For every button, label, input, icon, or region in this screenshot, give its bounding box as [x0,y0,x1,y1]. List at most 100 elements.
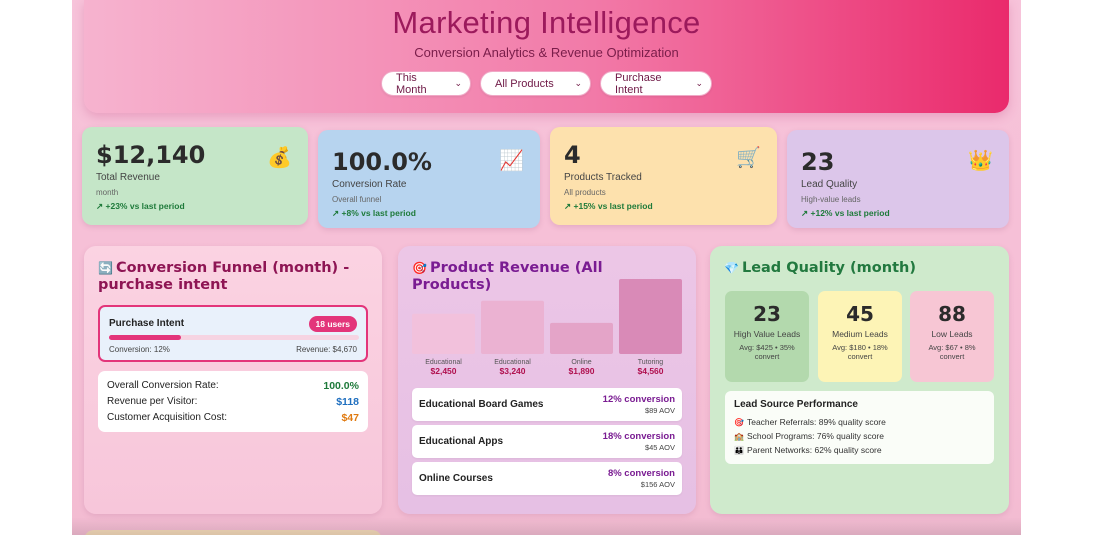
product-value: All Products [495,77,554,90]
bar-3[interactable] [619,279,682,354]
product-row[interactable]: Educational Apps 18% conversion $45 AOV [412,425,682,458]
product-name: Educational Board Games [419,399,544,410]
stage-progress-bar [109,335,359,340]
product-aov: $45 AOV [644,443,675,452]
product-revenue-panel: 🎯 Product Revenue (All Products) Educatio… [398,246,696,514]
source-item: 🏫 School Programs: 76% quality score [734,431,884,441]
kpi-value: 23 [801,148,835,176]
filter-bar: This Month ⌄ All Products ⌄ Purchase Int… [84,71,1009,96]
users-badge: 18 users [308,316,357,332]
chevron-down-icon: ⌄ [454,78,462,88]
conversion-funnel-panel: 🔄 Conversion Funnel (month) - purchase in… [84,246,382,514]
bar-category-label: Educational [425,359,462,366]
lead-detail: Avg: $67 • 8% convert [928,343,976,361]
metric-row: Overall Conversion Rate: 100.0% [107,378,359,394]
kpi-trend: ↗ +8% vs last period [332,208,416,218]
crown-icon: 👑 [968,150,993,172]
chevron-down-icon: ⌄ [695,78,703,88]
kpi-trend: ↗ +15% vs last period [564,201,653,211]
bar-chart-svg: Educational$2,450Educational$3,240Online… [412,279,682,376]
kpi-label: Products Tracked [564,172,642,183]
refresh-icon: 🔄 [98,261,113,275]
stage-name: Purchase Intent [109,318,185,329]
product-conversion: 12% conversion [602,394,675,405]
next-panel-peek [84,530,382,535]
page-subtitle: Conversion Analytics & Revenue Optimizat… [414,45,679,60]
time-range-select[interactable]: This Month ⌄ [381,71,471,96]
bar-category-label: Online [571,359,591,366]
time-range-value: This Month [396,71,427,96]
stage-conversion: Conversion: 12% [109,345,170,354]
kpi-value: 4 [564,141,581,169]
kpi-label: Conversion Rate [332,179,407,190]
kpi-sub: All products [564,188,606,197]
gem-icon: 💎 [724,261,739,275]
kpi-label: Total Revenue [96,172,160,183]
stage-progress-fill [109,335,181,340]
sources-title: Lead Source Performance [734,399,858,410]
money-bag-icon: 💰 [267,147,292,169]
bar-value-label: $2,450 [431,366,457,376]
kpi-label: Lead Quality [801,179,858,190]
product-conversion: 18% conversion [602,431,675,442]
kpi-card-revenue: $12,140 Total Revenue month ↗ +23% vs la… [82,127,308,225]
lead-count: 45 [846,302,874,326]
target-icon: 🎯 [734,418,744,427]
chevron-down-icon: ⌄ [574,78,582,88]
funnel-metrics: Overall Conversion Rate: 100.0% Revenue … [98,371,368,432]
product-row[interactable]: Educational Board Games 12% conversion $… [412,388,682,421]
trend-up-icon: ↗ [96,201,104,211]
product-aov: $89 AOV [644,406,675,415]
lead-detail: Avg: $180 • 18% convert [832,343,888,361]
target-icon: 🎯 [412,261,427,275]
source-item: 🎯 Teacher Referrals: 89% quality score [734,417,886,427]
metric-row: Revenue per Visitor: $118 [107,394,359,410]
bar-value-label: $1,890 [569,366,595,376]
lead-tier-low[interactable]: 88 Low Leads Avg: $67 • 8% convert [910,291,994,382]
lead-label: Low Leads [931,329,973,339]
lead-source-performance: Lead Source Performance 🎯 Teacher Referra… [725,391,994,464]
bar-1[interactable] [481,300,544,354]
dashboard-page: Marketing Intelligence Conversion Analyt… [72,0,1021,535]
metric-row: Customer Acquisition Cost: $47 [107,410,359,426]
lead-label: Medium Leads [832,329,888,339]
source-item: 👪 Parent Networks: 62% quality score [734,445,882,455]
stage-select[interactable]: Purchase Intent ⌄ [600,71,712,96]
kpi-value: $12,140 [96,141,206,169]
bar-value-label: $4,560 [638,366,664,376]
metric-value: $118 [336,396,359,408]
lead-label: High Value Leads [733,329,801,339]
lead-tier-medium[interactable]: 45 Medium Leads Avg: $180 • 18% convert [818,291,902,382]
bar-0[interactable] [412,313,475,354]
trend-up-icon: ↗ [332,208,340,218]
bar-2[interactable] [550,322,613,354]
product-select[interactable]: All Products ⌄ [480,71,591,96]
stage-value: Purchase Intent [615,71,662,96]
product-name: Educational Apps [419,436,504,447]
family-icon: 👪 [734,446,744,455]
metric-label: Revenue per Visitor: [107,396,198,407]
school-icon: 🏫 [734,432,744,441]
kpi-value: 100.0% [332,148,432,176]
kpi-trend: ↗ +12% vs last period [801,208,890,218]
metric-value: 100.0% [323,380,359,392]
product-conversion: 8% conversion [607,468,675,479]
revenue-bar-chart: Educational $2,450 Educational $3,240 Online… [412,276,682,380]
page-title: Marketing Intelligence [392,5,701,40]
trend-up-icon: ↗ [801,208,809,218]
funnel-stage[interactable]: Purchase Intent 18 users Conversion: 12%… [98,305,368,362]
kpi-card-lead-quality: 23 Lead Quality High-value leads ↗ +12% … [787,130,1009,228]
chart-up-icon: 📈 [499,150,524,172]
kpi-sub: Overall funnel [332,195,382,204]
panel-title: 💎 Lead Quality (month) [724,260,916,276]
kpi-trend: ↗ +23% vs last period [96,201,185,211]
bar-category-label: Tutoring [638,359,664,366]
product-row[interactable]: Online Courses 8% conversion $156 AOV [412,462,682,495]
kpi-card-conversion: 100.0% Conversion Rate Overall funnel ↗ … [318,130,540,228]
metric-label: Overall Conversion Rate: [107,380,219,391]
lead-detail: Avg: $425 • 35% convert [739,343,795,361]
panel-title: 🔄 Conversion Funnel (month) - purchase in… [98,260,350,293]
kpi-card-products: 4 Products Tracked All products ↗ +15% v… [550,127,777,225]
header-banner: Marketing Intelligence Conversion Analyt… [84,0,1009,113]
lead-tier-high[interactable]: 23 High Value Leads Avg: $425 • 35% conv… [725,291,809,382]
